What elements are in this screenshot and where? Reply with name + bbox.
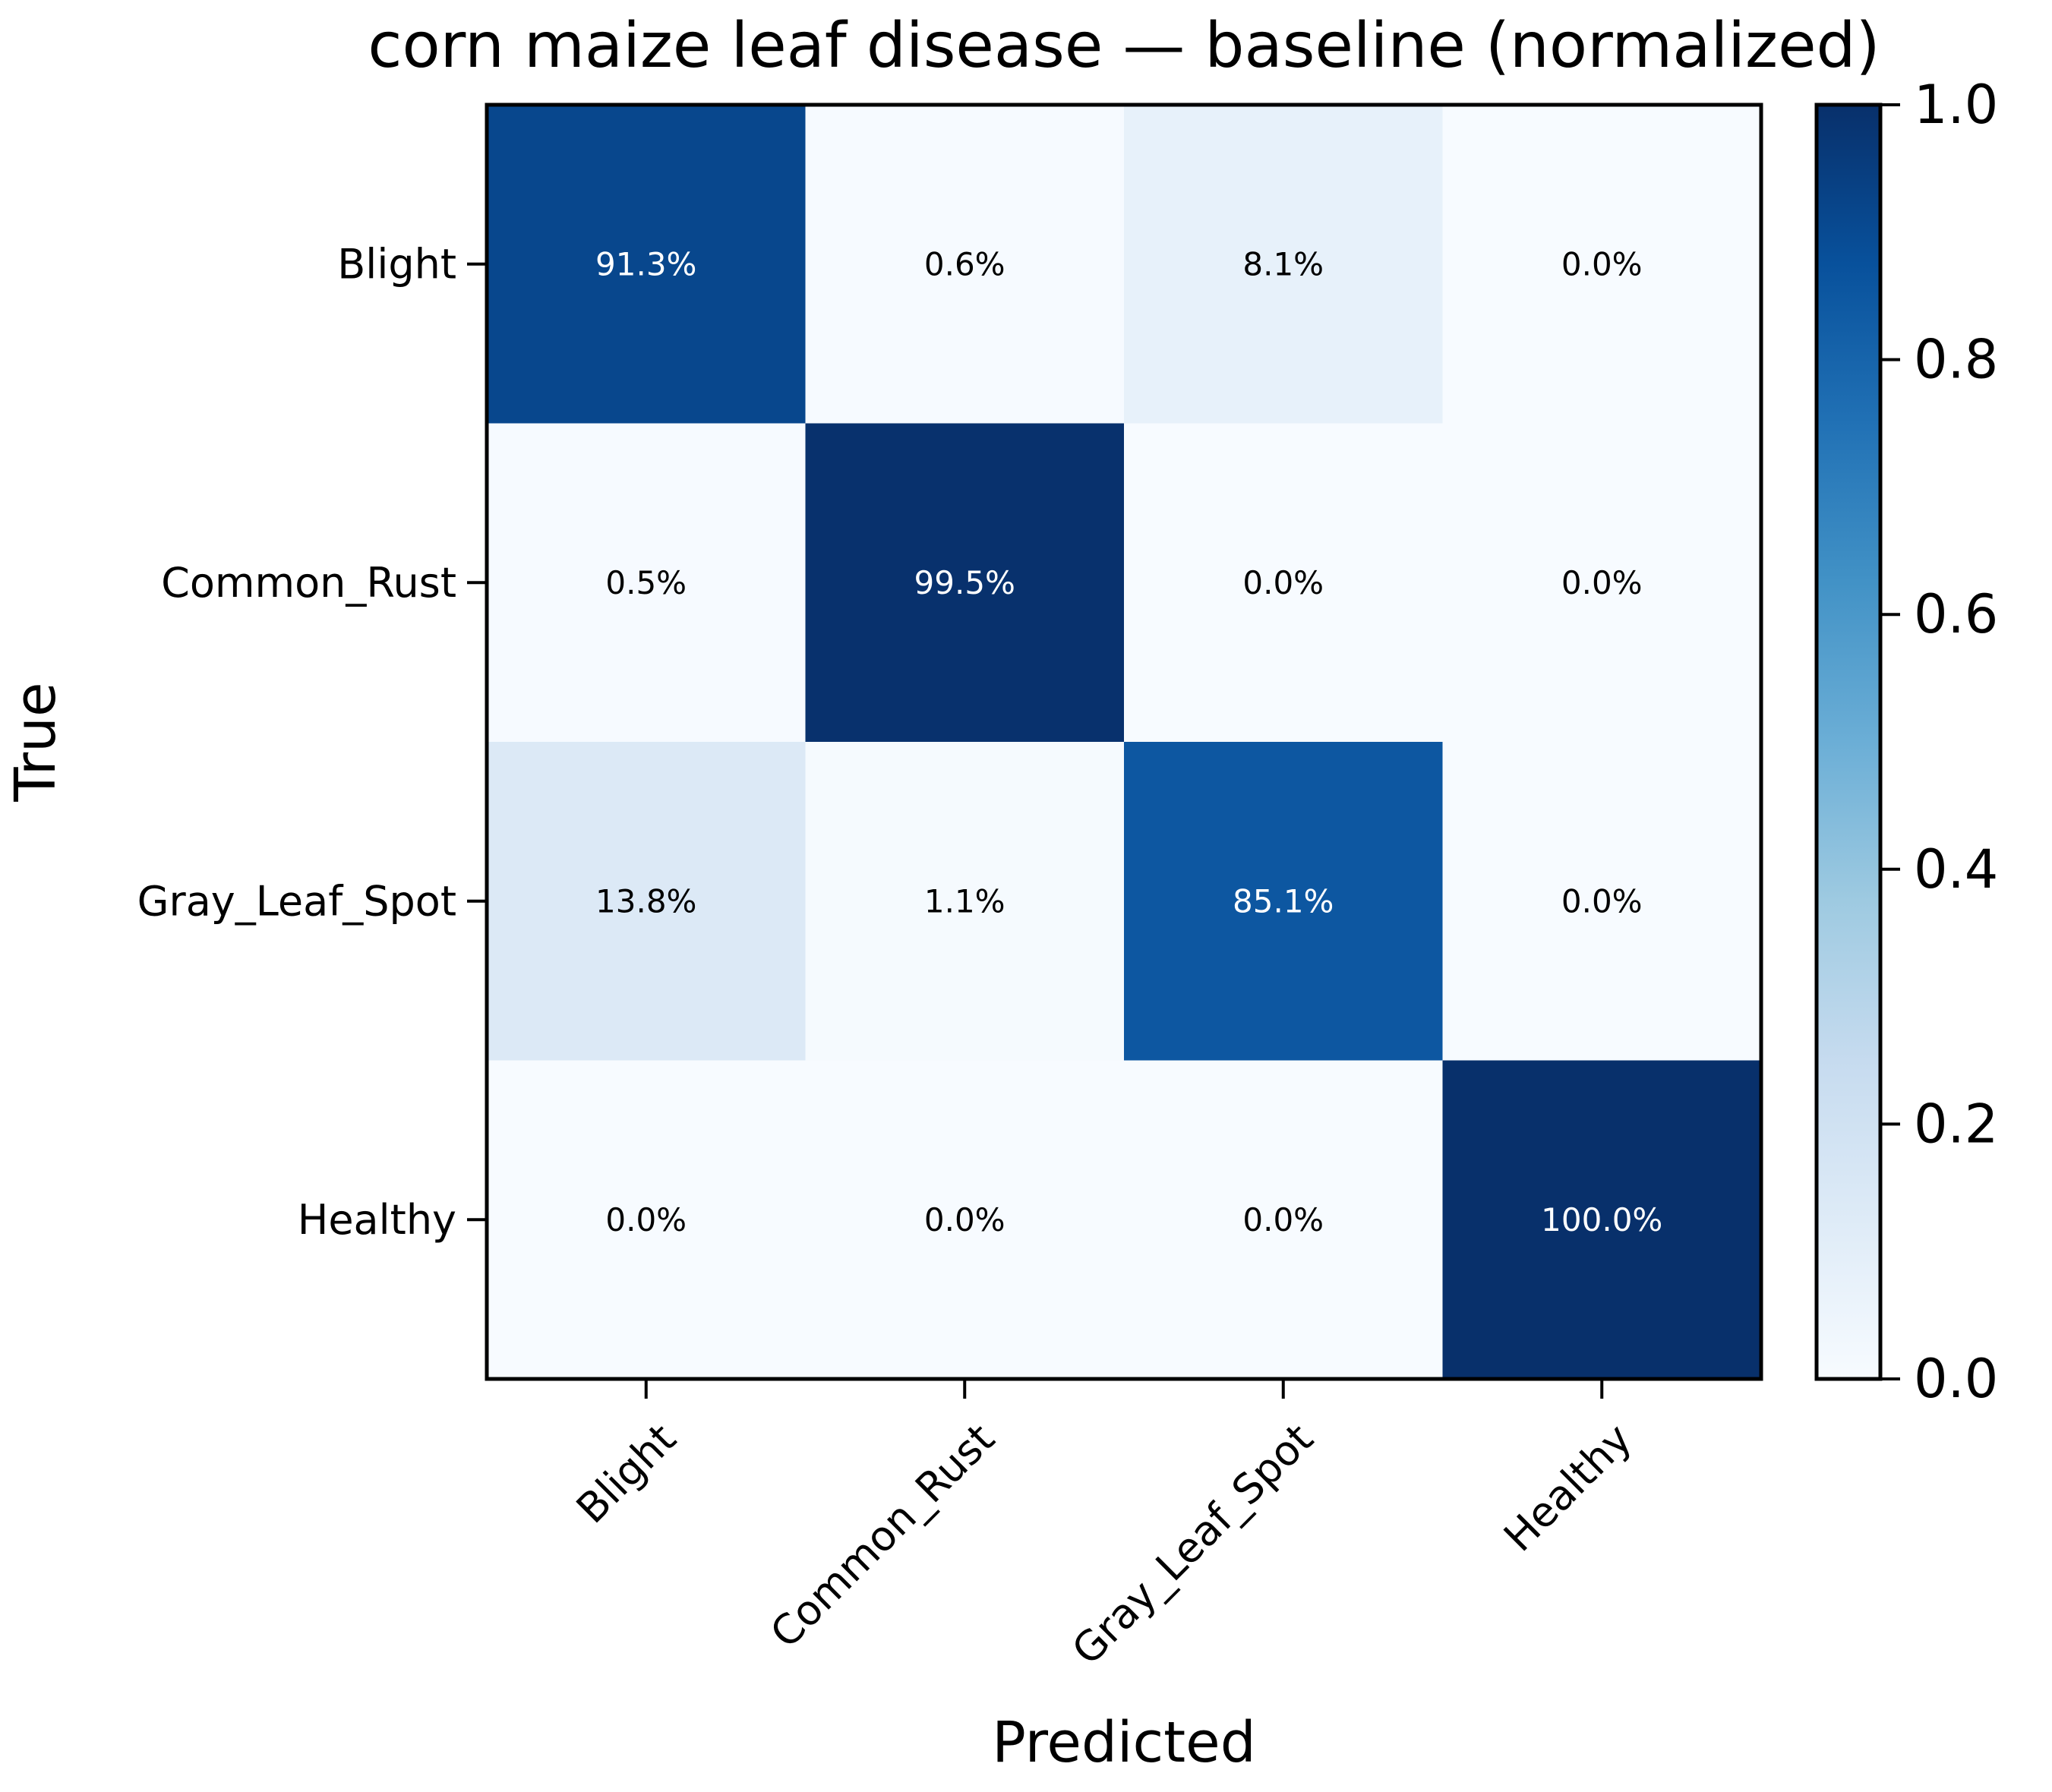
- heatmap-cell: [1442, 1060, 1762, 1380]
- y-tick-label: Gray_Leaf_Spot: [137, 877, 456, 925]
- cell-value-label: 99.5%: [914, 564, 1015, 601]
- colorbar-tick-label: 0.0: [1914, 1348, 1998, 1410]
- heatmap-cell: [805, 105, 1125, 424]
- y-tick-label: Healthy: [298, 1196, 456, 1244]
- x-tick-label: Blight: [567, 1415, 685, 1532]
- cell-value-label: 91.3%: [595, 245, 696, 282]
- heatmap-cell: [1442, 742, 1762, 1062]
- colorbar-frame: [1814, 103, 1883, 1381]
- x-tick-label: Gray_Leaf_Spot: [1062, 1415, 1322, 1674]
- heatmap-cells: [487, 105, 1762, 1380]
- cell-value-label: 0.0%: [1561, 245, 1643, 282]
- colorbar-tick-label: 0.4: [1914, 838, 1998, 901]
- cell-value-label: 85.1%: [1233, 882, 1334, 920]
- heatmap-cell-labels: 91.3% 0.6% 8.1% 0.0% 0.5% 99.5% 0.0% 0.0% 13.8% 1…: [595, 245, 1662, 1238]
- heatmap-cell: [805, 742, 1125, 1062]
- cell-value-label: 0.0%: [1561, 564, 1643, 601]
- colorbar-tick-label: 0.6: [1914, 583, 1998, 645]
- cell-value-label: 100.0%: [1541, 1201, 1662, 1238]
- heatmap-cell: [805, 423, 1125, 743]
- cell-value-label: 13.8%: [595, 882, 696, 920]
- heatmap-cell: [487, 105, 807, 424]
- cell-value-label: 1.1%: [924, 882, 1005, 920]
- cell-value-label: 0.0%: [924, 1201, 1005, 1238]
- colorbar-tick-label: 0.2: [1914, 1093, 1998, 1155]
- heatmap-cell: [1124, 105, 1444, 424]
- heatmap-cell: [1442, 423, 1762, 743]
- heatmap-cell: [1124, 742, 1444, 1062]
- heatmap-cell: [487, 423, 807, 743]
- x-tick-label: Common_Rust: [761, 1415, 1004, 1658]
- colorbar-tick-label: 1.0: [1914, 74, 1998, 136]
- heatmap-cell: [1124, 423, 1444, 743]
- cell-value-label: 0.0%: [1242, 564, 1324, 601]
- y-tick-label: Blight: [337, 240, 456, 288]
- colorbar: [1817, 105, 1880, 1379]
- cell-value-label: 0.5%: [605, 564, 687, 601]
- x-axis-ticks: Blight Common_Rust Gray_Leaf_Spot Healthy: [567, 1379, 1641, 1674]
- heatmap-cell: [487, 1060, 807, 1380]
- y-axis-label: True: [3, 682, 68, 802]
- colorbar-tick-label: 0.8: [1914, 329, 1998, 391]
- y-tick-label: Common_Rust: [161, 559, 456, 607]
- cell-value-label: 0.6%: [924, 245, 1005, 282]
- x-axis-label: Predicted: [992, 1710, 1255, 1775]
- cell-value-label: 0.0%: [1242, 1201, 1324, 1238]
- heatmap-cell: [1442, 105, 1762, 424]
- cell-value-label: 8.1%: [1242, 245, 1324, 282]
- cell-value-label: 0.0%: [605, 1201, 687, 1238]
- y-axis-ticks: Blight Common_Rust Gray_Leaf_Spot Healthy: [137, 240, 487, 1244]
- heatmap-cell: [1124, 1060, 1444, 1380]
- plot-frame: [485, 103, 1763, 1381]
- cell-value-label: 0.0%: [1561, 882, 1643, 920]
- heatmap-cell: [487, 742, 807, 1062]
- colorbar-ticks: 0.0 0.2 0.4 0.6 0.8 1.0: [1880, 74, 1998, 1410]
- chart-title: corn maize leaf disease — baseline (norm…: [368, 10, 1880, 82]
- x-tick-label: Healthy: [1495, 1415, 1641, 1561]
- heatmap-cell: [805, 1060, 1125, 1380]
